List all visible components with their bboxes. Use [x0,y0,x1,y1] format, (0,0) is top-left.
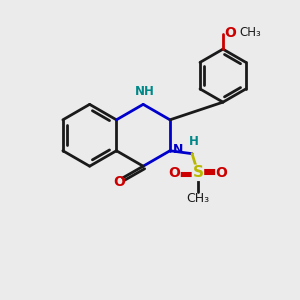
Text: S: S [192,165,203,180]
Text: H: H [189,135,199,148]
Text: CH₃: CH₃ [186,192,209,205]
Text: O: O [168,166,180,180]
Text: O: O [216,166,227,180]
Text: O: O [113,176,125,189]
Text: CH₃: CH₃ [239,26,261,40]
Text: O: O [224,26,236,40]
Text: N: N [173,143,183,156]
Text: NH: NH [135,85,155,98]
